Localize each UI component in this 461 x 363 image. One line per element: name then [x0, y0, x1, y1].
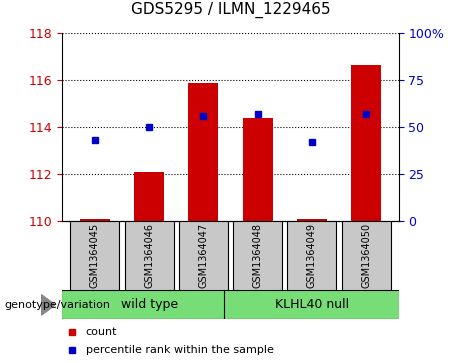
Text: count: count	[86, 327, 117, 337]
Polygon shape	[41, 295, 55, 315]
Text: GSM1364047: GSM1364047	[198, 223, 208, 289]
Bar	[297, 219, 327, 221]
Text: GSM1364049: GSM1364049	[307, 223, 317, 289]
Bar	[242, 118, 272, 221]
FancyBboxPatch shape	[124, 221, 173, 290]
Bar	[80, 219, 110, 221]
FancyBboxPatch shape	[61, 290, 237, 319]
Text: genotype/variation: genotype/variation	[5, 300, 111, 310]
Text: GSM1364048: GSM1364048	[253, 223, 263, 289]
Text: GDS5295 / ILMN_1229465: GDS5295 / ILMN_1229465	[130, 2, 331, 18]
FancyBboxPatch shape	[179, 221, 228, 290]
Bar	[134, 172, 164, 221]
Text: KLHL40 null: KLHL40 null	[275, 298, 349, 311]
Text: GSM1364050: GSM1364050	[361, 223, 371, 289]
Text: percentile rank within the sample: percentile rank within the sample	[86, 345, 274, 355]
Text: GSM1364046: GSM1364046	[144, 223, 154, 289]
FancyBboxPatch shape	[342, 221, 390, 290]
Text: wild type: wild type	[120, 298, 177, 311]
FancyBboxPatch shape	[233, 221, 282, 290]
Bar	[351, 65, 381, 221]
FancyBboxPatch shape	[224, 290, 400, 319]
FancyBboxPatch shape	[71, 221, 119, 290]
FancyBboxPatch shape	[288, 221, 337, 290]
Text: GSM1364045: GSM1364045	[90, 223, 100, 289]
Bar	[189, 83, 219, 221]
